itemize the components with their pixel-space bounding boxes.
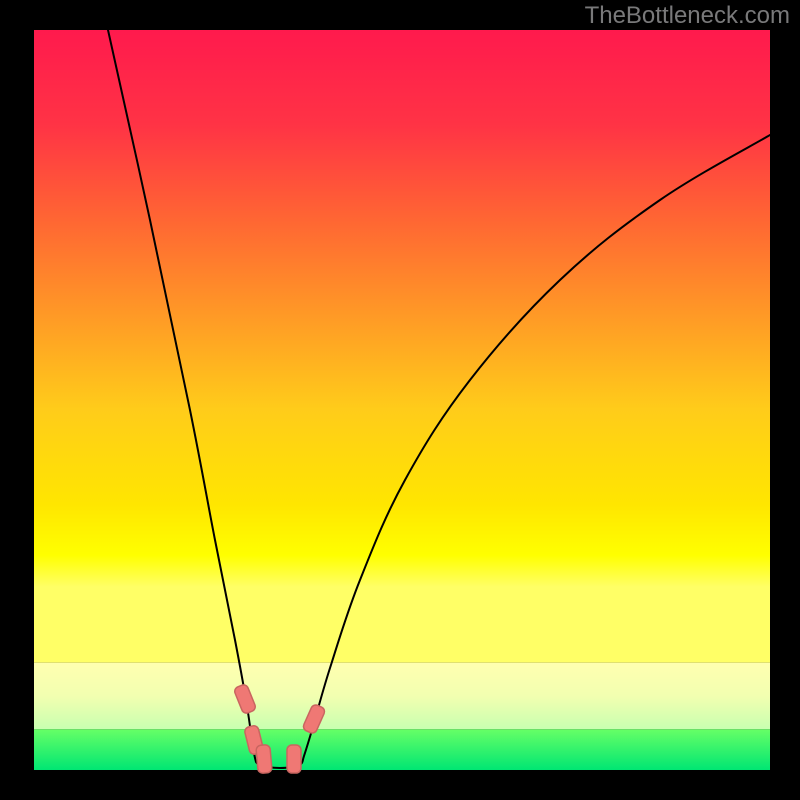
watermark-text: TheBottleneck.com (585, 2, 790, 30)
gradient-green-band (34, 729, 770, 770)
chart-svg-wrap (0, 0, 800, 800)
gradient-light-band (34, 663, 770, 730)
chart-container: TheBottleneck.com (0, 0, 800, 800)
gradient-main (34, 30, 770, 663)
data-marker (287, 745, 301, 773)
plot-area (34, 30, 770, 770)
data-marker (256, 744, 272, 773)
